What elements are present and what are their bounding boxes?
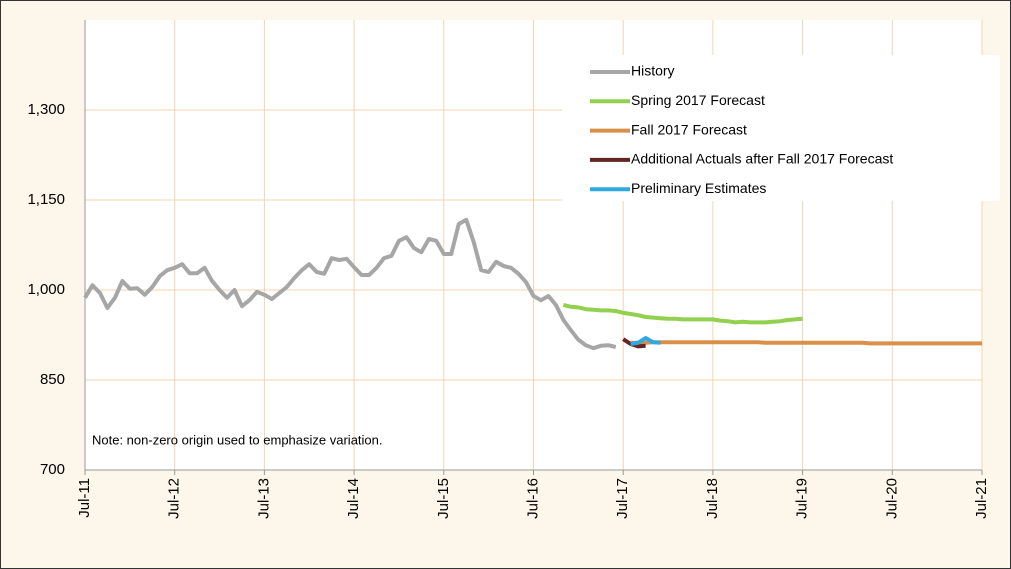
series-line (630, 340, 982, 346)
series-line (83, 217, 617, 351)
legend-label: Spring 2017 Forecast (631, 92, 765, 108)
x-tick-label: Jul-11 (76, 478, 93, 518)
legend-label: Fall 2017 Forecast (631, 121, 747, 137)
series-line (630, 336, 661, 346)
series-line (562, 303, 803, 325)
y-tick-label: 1,300 (27, 101, 65, 118)
x-tick-label: Jul-16 (524, 478, 541, 519)
x-tick-label: Jul-14 (345, 478, 362, 519)
legend-box (562, 55, 1000, 201)
x-tick-label: Jul-18 (704, 478, 721, 519)
x-tick-label: Jul-19 (794, 478, 811, 519)
y-tick-label: 700 (40, 461, 65, 478)
x-tick-label: Jul-12 (166, 478, 183, 519)
lines (83, 217, 982, 351)
legend-label: Preliminary Estimates (631, 180, 766, 196)
x-tick-label: Jul-15 (435, 478, 452, 519)
grid: 700 850 1,000 1,150 1,300 Jul-11 Jul-12 Jul-13 J… (27, 20, 990, 519)
x-tick-label: Jul-17 (614, 478, 631, 519)
legend-label: History (631, 63, 675, 79)
y-tick-label: 850 (40, 371, 65, 388)
x-tick-label: Jul-21 (973, 478, 990, 519)
legend: History Spring 2017 Forecast Fall 2017 For… (562, 55, 1000, 201)
y-tick-label: 1,150 (27, 191, 65, 208)
y-tick-label: 1,000 (27, 281, 65, 298)
legend-label: Additional Actuals after Fall 2017 Forec… (631, 151, 893, 167)
x-tick-label: Jul-20 (883, 478, 900, 519)
annotation: Note: non-zero origin used to emphasize … (92, 432, 383, 447)
x-tick-label: Jul-13 (255, 478, 272, 519)
